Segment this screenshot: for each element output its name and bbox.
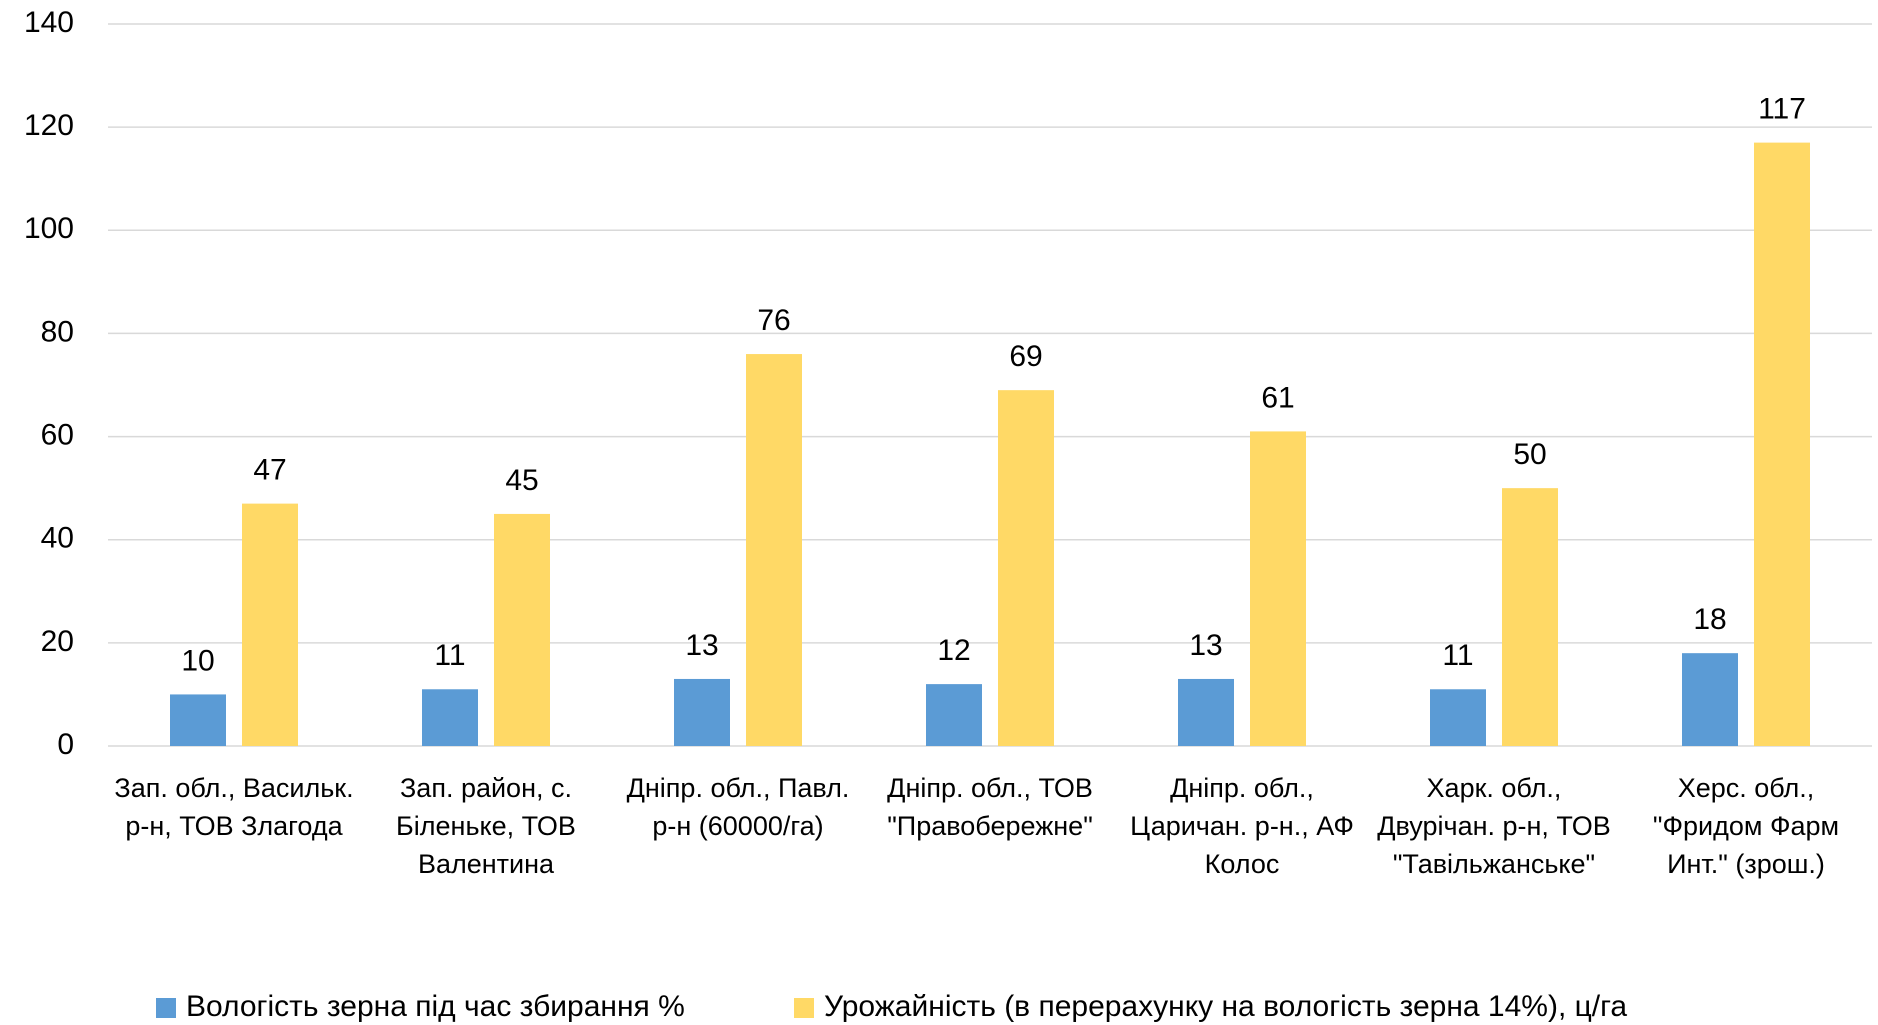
data-label: 76	[757, 304, 790, 337]
bar	[494, 513, 550, 746]
data-label: 117	[1758, 93, 1806, 126]
bar	[1178, 678, 1234, 746]
x-tick-label: Дніпр. обл., Царичан. р-н., АФ Колос	[1130, 773, 1354, 879]
data-label: 61	[1261, 381, 1294, 414]
y-tick-label: 40	[41, 522, 74, 555]
y-tick-label: 140	[24, 6, 74, 39]
data-label: 11	[1442, 639, 1473, 672]
bar	[1250, 431, 1306, 746]
legend-swatch	[156, 998, 176, 1018]
data-label: 10	[181, 644, 214, 677]
data-label: 50	[1513, 438, 1546, 471]
bar	[926, 684, 982, 746]
bar	[674, 678, 730, 746]
data-label: 11	[434, 639, 465, 672]
data-label: 45	[505, 464, 538, 497]
x-tick-label: Херс. обл., "Фридом Фарм Инт." (зрош.)	[1652, 773, 1840, 879]
y-tick-label: 120	[24, 109, 74, 142]
legend-label: Урожайність (в перерахунку на вологість …	[824, 990, 1627, 1023]
data-label: 47	[253, 454, 286, 487]
y-tick-label: 0	[57, 728, 74, 761]
bar	[170, 694, 226, 746]
bar	[1682, 653, 1738, 746]
bar	[746, 354, 802, 746]
data-label: 13	[1189, 629, 1222, 662]
y-tick-label: 80	[41, 315, 74, 348]
x-tick-label: Дніпр. обл., Павл. р-н (60000/га)	[626, 773, 850, 841]
y-tick-label: 20	[41, 625, 74, 658]
bar	[242, 503, 298, 746]
bar	[422, 689, 478, 746]
y-tick-label: 60	[41, 418, 74, 451]
data-label: 18	[1693, 603, 1726, 636]
bar	[998, 390, 1054, 746]
x-tick-label: Зап. район, с. Біленьке, ТОВ Валентина	[396, 773, 576, 879]
legend-label: Вологість зерна під час збирання %	[186, 990, 685, 1023]
x-tick-label: Зап. обл., Васильк. р-н, ТОВ Злагода	[114, 773, 354, 841]
data-label: 69	[1009, 340, 1042, 373]
data-label: 12	[937, 634, 970, 667]
legend-swatch	[794, 998, 814, 1018]
bar	[1430, 689, 1486, 746]
bar	[1754, 142, 1810, 747]
bar	[1502, 488, 1558, 746]
y-tick-label: 100	[24, 212, 74, 245]
x-tick-label: Харк. обл., Двурічан. р-н, ТОВ "Тавільжа…	[1377, 773, 1611, 879]
data-label: 13	[685, 629, 718, 662]
x-tick-label: Дніпр. обл., ТОВ "Правобережне"	[887, 773, 1093, 841]
